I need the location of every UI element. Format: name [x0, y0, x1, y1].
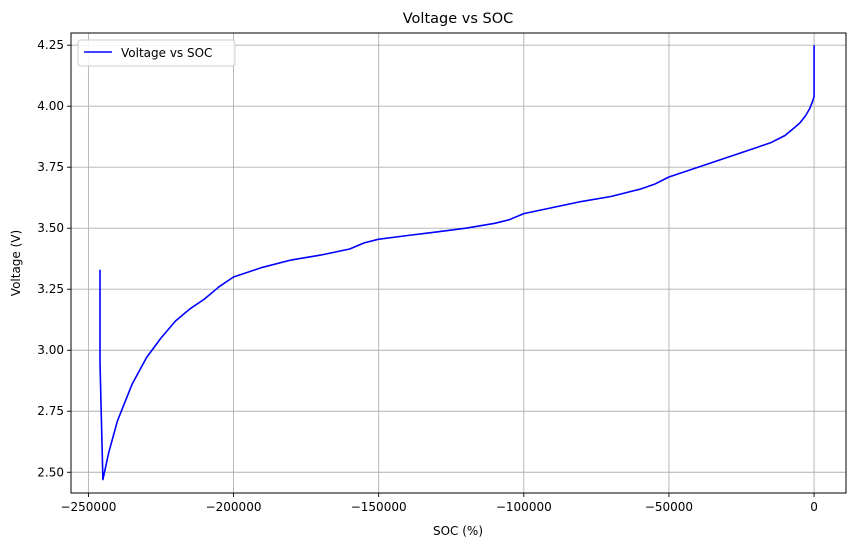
series-layer: [99, 45, 815, 481]
y-tick-label: 3.50: [37, 221, 64, 235]
x-tick-label: −250000: [60, 500, 116, 514]
y-tick-label: 3.75: [37, 160, 64, 174]
x-axis: −250000 −200000 −150000 −100000 −50000 0: [60, 493, 818, 514]
y-tick-label: 2.75: [37, 404, 64, 418]
legend-label: Voltage vs SOC: [121, 46, 212, 60]
y-tick-label: 3.25: [37, 282, 64, 296]
y-tick-label: 4.25: [37, 38, 64, 52]
x-tick-label: −200000: [206, 500, 262, 514]
x-tick-label: −150000: [351, 500, 407, 514]
chart-title: Voltage vs SOC: [403, 11, 514, 27]
voltage-series-line: [99, 45, 815, 481]
x-tick-label: 0: [810, 500, 818, 514]
y-axis-label: Voltage (V): [9, 230, 23, 296]
legend-box: [77, 39, 236, 67]
plot-area-frame: [70, 32, 847, 494]
y-tick-label: 3.00: [37, 343, 64, 357]
x-tick-label: −50000: [645, 500, 693, 514]
y-axis: 2.50 2.75 3.00 3.25 3.50 3.75 4.00 4.25: [37, 38, 71, 479]
y-tick-label: 4.00: [37, 99, 64, 113]
grid-lines: [71, 33, 846, 493]
legend: Voltage vs SOC: [77, 39, 236, 67]
x-axis-label: SOC (%): [433, 524, 483, 538]
x-tick-label: −100000: [496, 500, 552, 514]
y-tick-label: 2.50: [37, 465, 64, 479]
